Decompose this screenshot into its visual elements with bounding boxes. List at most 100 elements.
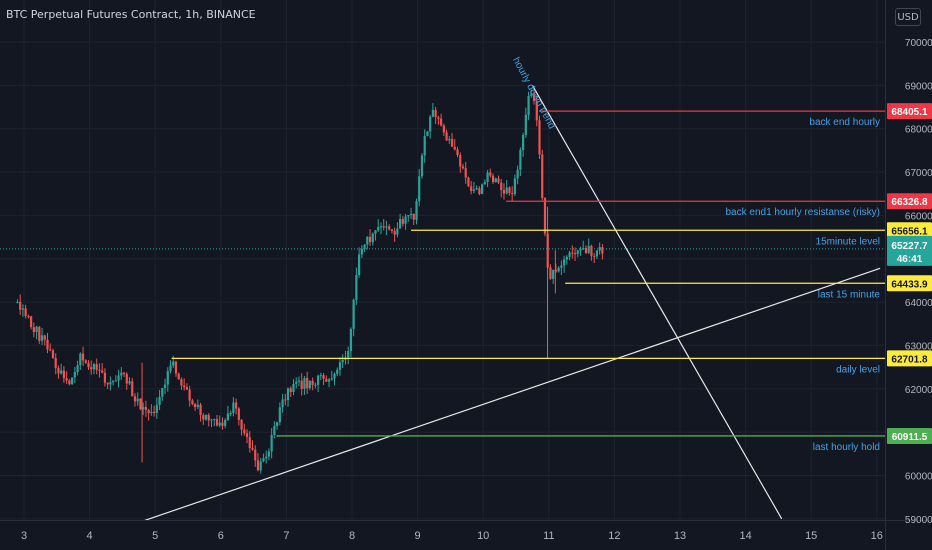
candle [245, 429, 249, 444]
candle [27, 314, 30, 319]
candle [314, 382, 317, 389]
candle-body [399, 218, 402, 229]
candle-body [508, 187, 511, 193]
candle-body [142, 407, 145, 410]
candle [601, 244, 604, 260]
currency-button[interactable]: USD [895, 8, 921, 26]
candle-body [229, 413, 232, 415]
candle-body [185, 387, 189, 390]
candle [62, 366, 66, 383]
candle-body [270, 435, 273, 452]
candle [183, 378, 186, 391]
candle-body [114, 380, 117, 382]
candle-body [505, 187, 508, 194]
candle-body [125, 373, 128, 384]
candle [368, 229, 372, 246]
candle-body [84, 360, 87, 363]
candle [32, 322, 35, 338]
candle-body [276, 422, 279, 427]
candle [532, 90, 536, 105]
candle [481, 183, 484, 195]
candle-body [43, 335, 46, 340]
candle-body [527, 95, 530, 115]
candle [262, 453, 265, 463]
candle-body [524, 114, 527, 136]
candle [150, 404, 153, 416]
candle-body [54, 358, 57, 369]
candle [109, 376, 112, 391]
candle [500, 178, 503, 198]
candle [401, 216, 404, 227]
candle-body [16, 301, 19, 303]
candle-body [530, 94, 533, 96]
candle-body [388, 226, 391, 230]
candle-body [429, 116, 432, 132]
candle-body [319, 375, 322, 377]
x-tick-label: 15 [805, 530, 817, 542]
candle-body [404, 216, 407, 224]
y-tick-label: 67000.0 [905, 168, 932, 179]
candle-body [248, 437, 251, 448]
candle-body [133, 396, 137, 402]
price-tag-label: 60911.5 [892, 432, 928, 443]
candle-body [412, 213, 415, 220]
candle [101, 362, 104, 374]
candle [522, 132, 525, 157]
candle-body [522, 135, 525, 150]
candle-body [576, 250, 579, 254]
candle [136, 392, 139, 406]
candle-body [314, 384, 317, 386]
candle-body [341, 359, 344, 363]
candle-body [467, 177, 470, 187]
candle-body [199, 404, 202, 416]
candle-body [532, 94, 536, 102]
candle [418, 169, 421, 207]
candle [128, 377, 131, 386]
candle-body [565, 256, 568, 260]
candle [355, 267, 358, 305]
candle [450, 132, 454, 147]
candle [347, 346, 350, 365]
candle [513, 174, 517, 197]
candle [472, 181, 476, 194]
candle-body [401, 218, 404, 224]
price-tag-label: 68405.1 [891, 107, 928, 118]
x-tick-label: 13 [674, 530, 686, 542]
candle [196, 399, 199, 410]
candle [92, 362, 96, 375]
candle-body [174, 361, 178, 374]
y-tick-label: 70000.0 [905, 38, 932, 49]
candle-body [166, 371, 169, 385]
candle [40, 328, 44, 345]
candle-body [240, 419, 243, 430]
candle-body [259, 461, 262, 471]
candle-body [254, 449, 257, 461]
candle [327, 377, 331, 388]
candle [576, 250, 579, 258]
candle-body [486, 172, 489, 182]
candle-body [360, 248, 363, 255]
candle-body [598, 247, 601, 251]
candle-body [122, 372, 126, 374]
candle [87, 360, 90, 370]
candle [243, 423, 246, 436]
price-tag-label: 62701.8 [891, 354, 928, 365]
y-tick-label: 62000.0 [905, 385, 932, 396]
candle [155, 397, 158, 419]
candle [467, 176, 470, 187]
candle-body [289, 388, 292, 393]
candle-body [295, 381, 298, 384]
candle-body [491, 175, 495, 183]
candle [180, 377, 183, 390]
candle-body [21, 308, 25, 310]
candle-body [590, 245, 593, 257]
candle-body [68, 380, 71, 385]
candle [317, 374, 320, 392]
candle [84, 359, 87, 364]
candle [289, 386, 292, 398]
candle [530, 89, 533, 98]
candle-body [308, 380, 312, 389]
candle [563, 255, 566, 273]
